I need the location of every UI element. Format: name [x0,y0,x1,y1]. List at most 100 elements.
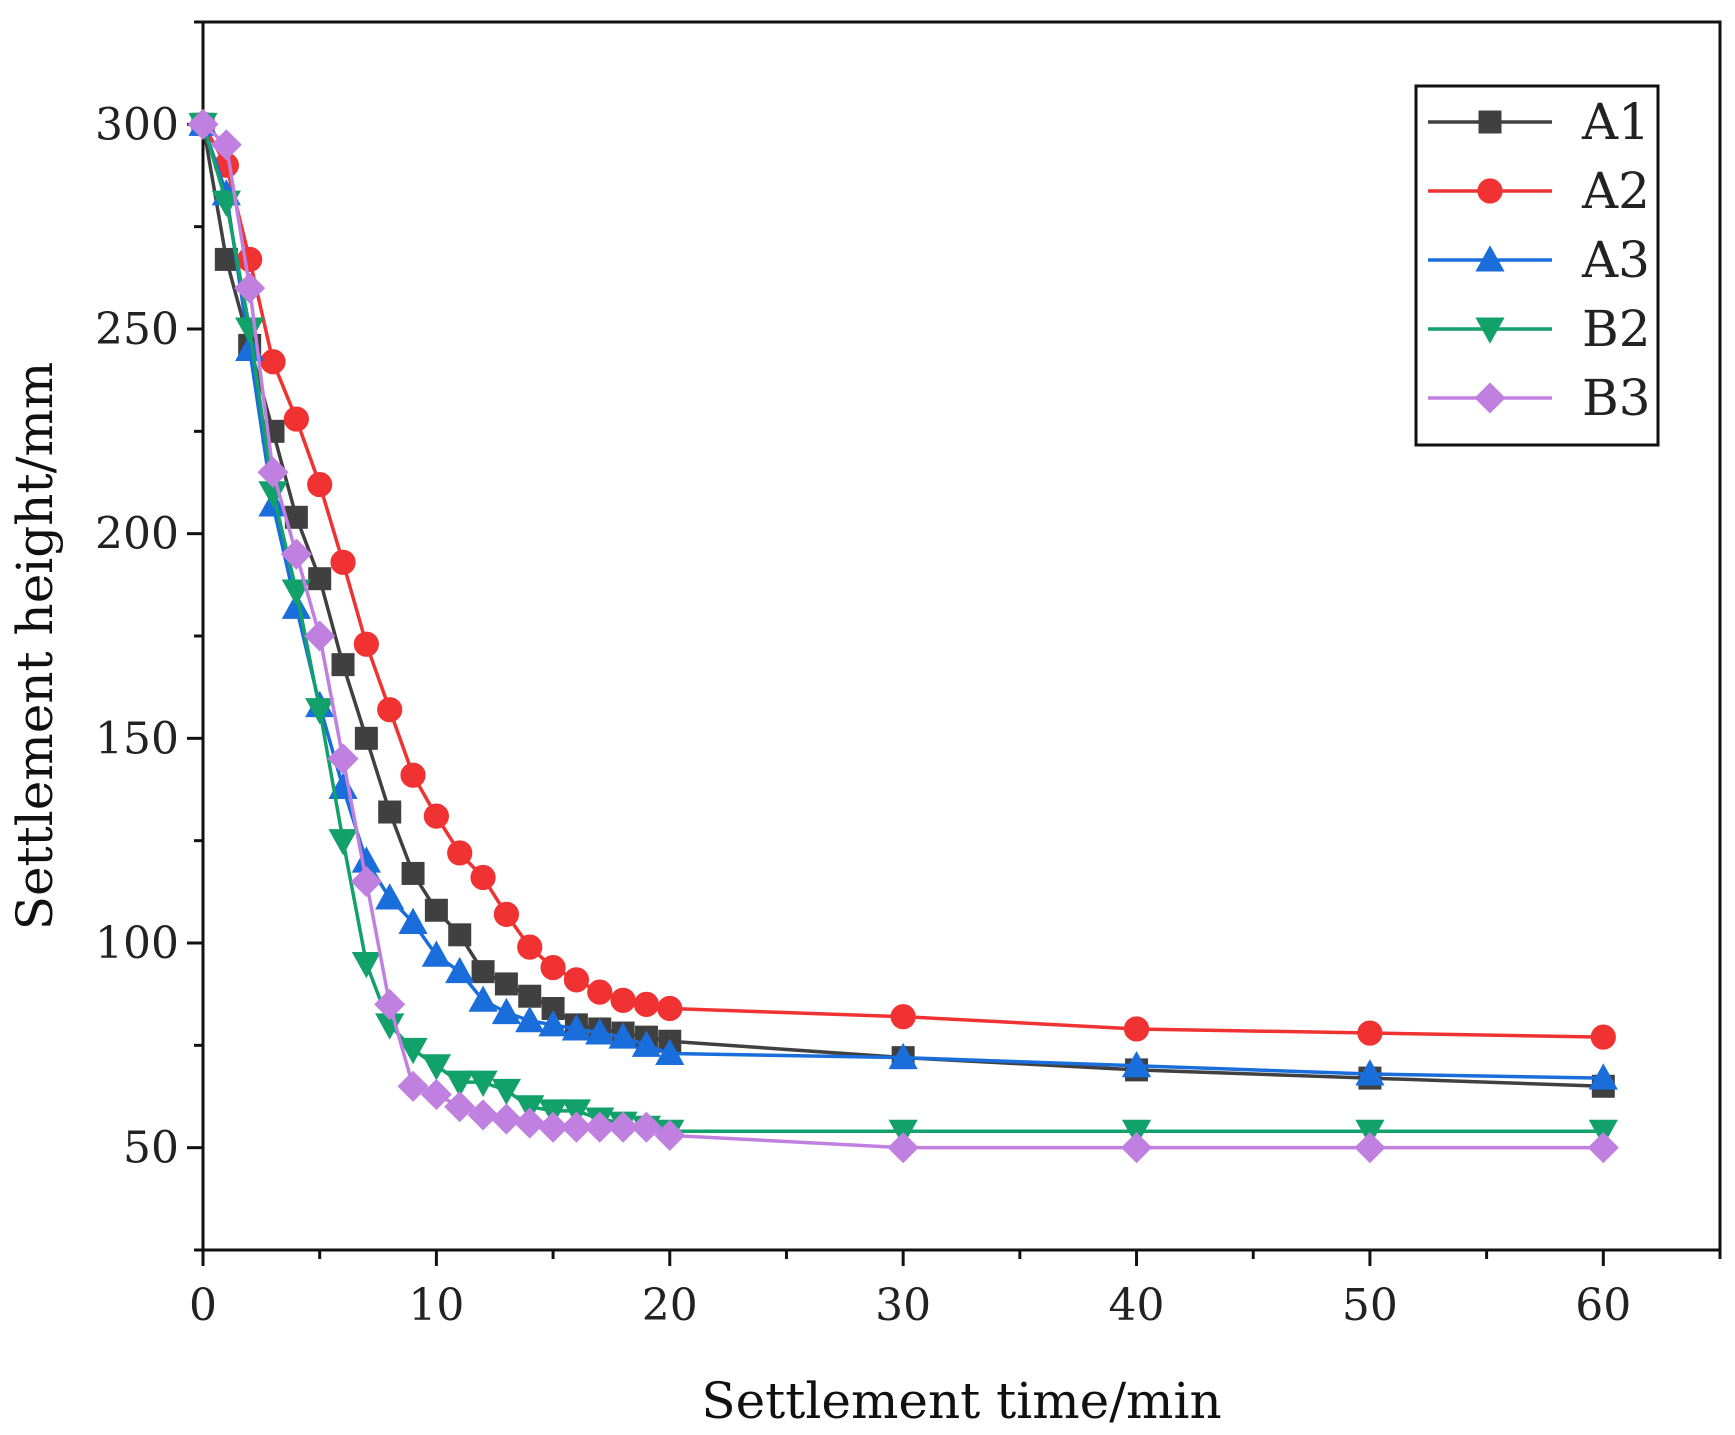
series-line-b3 [201,123,1604,1150]
data-point-b3 [350,866,382,898]
data-point-a2 [493,901,519,927]
data-point-a2 [890,1004,916,1030]
data-point-b2 [445,1070,475,1097]
data-point-a2 [540,954,566,981]
data-point-a2 [587,979,613,1005]
data-point-a1 [308,567,332,591]
data-point-a1 [378,800,402,824]
data-point-a3 [888,1042,918,1070]
data-point-a2 [1357,1020,1383,1046]
legend-label-a2: A2 [1581,162,1650,220]
data-point-b3 [1120,1132,1153,1164]
legend-marker-a1 [1478,110,1502,134]
data-point-b3 [560,1111,592,1143]
data-point-a2 [633,991,660,1018]
data-point-b3 [1587,1132,1619,1164]
axes: 0 10 20 30 40 50 60 50 100 150 200 250 300 [95,20,1722,1331]
data-point-b3 [257,456,289,488]
legend-marker-b3 [1474,382,1506,414]
x-tick-label: 30 [875,1280,931,1331]
data-point-a1 [401,861,425,885]
data-point-b2 [421,1054,451,1081]
legend-label-a3: A3 [1581,231,1650,289]
data-point-a2 [470,864,496,891]
data-point-a2 [260,349,286,375]
data-point-a1 [448,923,472,947]
data-point-a2 [610,987,636,1013]
data-point-a2 [563,967,590,993]
data-point-a2 [283,406,309,432]
data-point-a2 [377,697,403,723]
data-point-a2 [330,549,356,575]
data-point-a3 [655,1038,685,1066]
data-point-b3 [210,129,242,161]
data-point-b3 [374,988,406,1020]
x-tick-label: 50 [1342,1280,1398,1331]
data-point-a1 [494,972,518,996]
data-point-a3 [398,907,428,935]
data-point-a3 [538,1010,568,1037]
data-point-a2 [237,246,263,273]
x-tick-label: 40 [1109,1280,1165,1331]
x-tick-label: 60 [1575,1280,1631,1331]
y-tick-label: 150 [95,713,179,764]
data-point-a3 [281,592,311,619]
data-point-a2 [447,840,473,866]
data-point-a3 [1121,1051,1152,1078]
x-axis-title: Settlement time/min [701,1372,1221,1430]
data-point-b3 [490,1103,522,1135]
x-tick-label: 20 [642,1280,698,1331]
data-point-a3 [491,997,521,1025]
legend-marker-b2 [1475,317,1505,344]
data-point-b3 [420,1078,452,1111]
data-point-a1 [424,898,448,922]
data-point-b3 [537,1111,569,1143]
x-tick-label: 10 [408,1280,464,1331]
data-point-a3 [445,956,475,984]
data-point-a2 [353,631,379,657]
data-point-a3 [608,1022,638,1049]
data-point-a3 [468,985,498,1012]
data-point-a3 [515,1005,545,1033]
series-b2 [188,112,1618,1147]
series-line-b2 [201,123,1604,1134]
data-point-b3 [280,538,312,570]
y-axis-title: Settlement height/mm [6,362,64,931]
series-layer [187,108,1619,1164]
data-point-a2 [657,995,683,1022]
data-point-b3 [187,108,219,140]
data-point-a2 [1123,1016,1150,1042]
legend-label-b3: B3 [1582,369,1651,427]
y-tick-label: 50 [123,1123,179,1174]
data-point-a3 [585,1018,615,1045]
data-point-b2 [398,1037,428,1065]
y-tick-label: 250 [95,304,179,355]
data-point-a1 [331,653,355,677]
series-line-a2 [201,123,1604,1039]
y-tick-label: 100 [95,918,179,969]
data-point-a3 [1588,1063,1618,1090]
data-point-a2 [423,803,449,829]
legend-item-a2: A2 [1428,162,1650,220]
data-point-b3 [304,620,336,652]
series-line-a3 [201,123,1604,1080]
data-point-a2 [517,934,543,960]
data-point-a3 [375,883,405,910]
y-tick-label: 200 [95,509,179,560]
data-point-b3 [607,1111,639,1143]
data-point-b2 [305,698,335,725]
data-point-a1 [518,984,542,1008]
data-point-b2 [328,829,358,856]
data-point-b3 [444,1091,476,1123]
data-point-a1 [471,960,495,984]
series-b3 [187,108,1619,1164]
series-a2 [190,111,1616,1050]
data-point-a3 [561,1014,592,1041]
data-point-b3 [467,1099,499,1131]
legend-label-b2: B2 [1582,300,1651,358]
legend-item-b2: B2 [1428,300,1651,358]
data-point-b3 [327,743,359,775]
data-point-a2 [307,471,333,498]
series-line-a1 [201,124,1604,1089]
